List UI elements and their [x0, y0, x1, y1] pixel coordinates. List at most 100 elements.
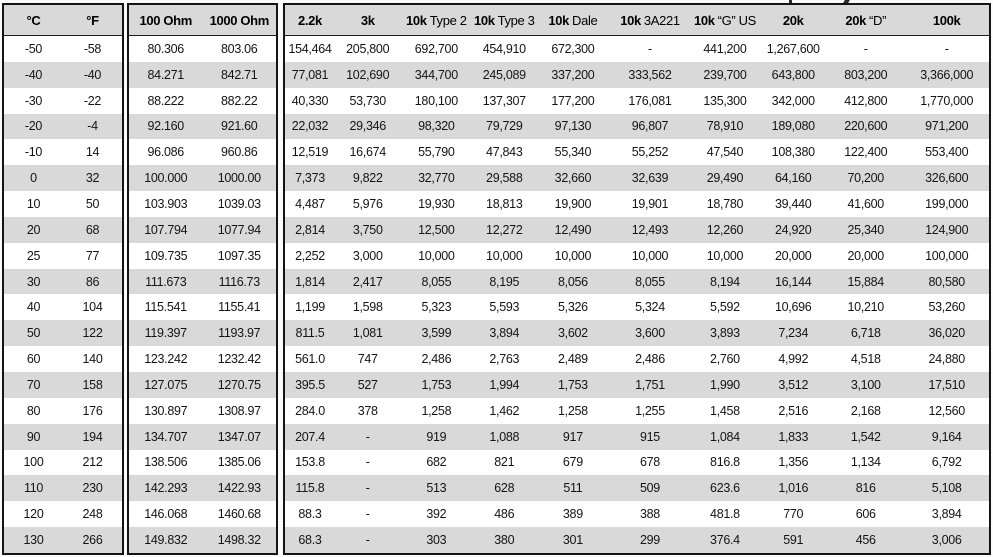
table-cell: 2,489: [558, 352, 588, 367]
table-cell: 395.5: [295, 377, 325, 392]
table-row: 138.506 1385.06: [129, 449, 276, 476]
table-cell: 1385.06: [217, 455, 261, 470]
table-cell: 456: [855, 532, 876, 547]
column-header: °C: [4, 13, 63, 28]
table-cell: 137,307: [482, 93, 526, 108]
table-cell: 12,519: [291, 145, 329, 160]
table-cell: 19,900: [554, 196, 592, 211]
table-cell: 9,164: [931, 429, 962, 444]
table-cell: 88.222: [147, 93, 185, 108]
table-cell: 245,089: [482, 67, 526, 82]
table-cell: 643,800: [771, 67, 815, 82]
table-cell: -40: [83, 67, 102, 82]
table-cell: 10,000: [631, 248, 669, 263]
table-row: 25 77: [4, 242, 122, 269]
table-cell: 158: [82, 377, 103, 392]
table-cell: 107.794: [144, 222, 188, 237]
table-cell: 14: [85, 145, 100, 160]
table-cell: 24,920: [775, 222, 812, 237]
table-cell: 55,252: [631, 145, 669, 160]
table-cell: 1,598: [352, 300, 383, 315]
table-cell: 376.4: [710, 532, 740, 547]
table-cell: -22: [83, 93, 102, 108]
table-cell: 80.306: [147, 41, 185, 56]
rtd-resistance-table-group: 100 Ohm 1000 Ohm 80.306 803.06 84.271 842.71…: [127, 3, 278, 555]
table-cell: 12,260: [706, 222, 744, 237]
table-cell: 628: [494, 481, 515, 496]
table-cell: 130.897: [144, 403, 188, 418]
table-cell: -20: [24, 119, 43, 134]
table-row: 40 104: [4, 294, 122, 321]
table-cell: 6,718: [850, 326, 881, 341]
table-cell: 4,992: [778, 352, 809, 367]
table-row: 154,464 205,800 692,700 454,910 672,300 - 441,…: [285, 36, 989, 62]
table-row: 70 158: [4, 371, 122, 398]
column-header-suffix: “D”: [869, 12, 887, 28]
table-cell: 3,100: [850, 377, 881, 392]
table-body: 80.306 803.06 84.271 842.71 88.222 882.22 92.1…: [129, 36, 276, 553]
table-cell: 79,729: [486, 119, 523, 134]
table-cell: 177,200: [551, 93, 595, 108]
table-cell: 55,340: [554, 145, 592, 160]
table-cell: 770: [783, 507, 804, 522]
column-header: 2.2k: [285, 13, 335, 28]
table-cell: 2,486: [635, 352, 665, 367]
header-row: 2.2k 3k 10k Type 2 10k Type 3 10k Dale 10k 3A221 1…: [285, 5, 989, 36]
table-cell: 98,320: [418, 119, 455, 134]
table-row: 92.160 921.60: [129, 113, 276, 140]
column-header: 100 Ohm: [129, 13, 203, 28]
table-row: 84.271 842.71: [129, 61, 276, 88]
table-cell: -: [648, 41, 652, 56]
temperature-table-group: °C °F -50 -58 -40 -40 -30 -22 -20 -4 -10 14 0 32 10 50…: [2, 3, 124, 555]
column-header-suffix: Dale: [572, 12, 598, 28]
table-cell: 3,006: [931, 532, 962, 547]
table-cell: 303: [426, 532, 447, 547]
table-cell: 2,417: [352, 274, 383, 289]
column-header: 20k “D”: [827, 13, 904, 28]
table-cell: 92.160: [147, 119, 185, 134]
table-cell: 60: [26, 352, 41, 367]
table-row: 40,330 53,730 180,100 137,307 177,200 176,081…: [285, 87, 989, 114]
table-cell: -10: [24, 145, 43, 160]
table-row: 115.541 1155.41: [129, 294, 276, 321]
table-cell: 10,210: [847, 300, 885, 315]
table-cell: 25,340: [847, 222, 885, 237]
table-cell: 239,700: [703, 67, 747, 82]
table-row: 142.293 1422.93: [129, 475, 276, 502]
table-cell: 513: [426, 481, 447, 496]
table-row: 77,081 102,690 344,700 245,089 337,200 333,56…: [285, 61, 989, 88]
table-row: 100 212: [4, 449, 122, 476]
table-row: 149.832 1498.32: [129, 527, 276, 553]
table-cell: 84.271: [147, 67, 185, 82]
table-cell: 10,000: [554, 248, 592, 263]
table-cell: 553,400: [925, 145, 969, 160]
header-row: °C °F: [4, 5, 122, 36]
table-cell: 212: [82, 455, 103, 470]
table-row: 0 32: [4, 165, 122, 192]
table-cell: 8,055: [421, 274, 452, 289]
table-row: 96.086 960.86: [129, 139, 276, 166]
table-cell: 96.086: [147, 145, 185, 160]
table-cell: 77: [85, 248, 100, 263]
column-header-bold: 20k: [782, 12, 804, 28]
table-cell: 140: [82, 352, 103, 367]
table-cell: 3,600: [635, 326, 665, 341]
table-cell: 3,599: [421, 326, 452, 341]
table-cell: 5,324: [635, 300, 665, 315]
table-row: 100.000 1000.00: [129, 165, 276, 192]
table-row: 1,199 1,598 5,323 5,593 5,326 5,324 5,592 10,69…: [285, 294, 989, 321]
table-row: 811.5 1,081 3,599 3,894 3,602 3,600 3,893 7,234…: [285, 320, 989, 347]
table-cell: 86: [85, 274, 100, 289]
table-cell: 441,200: [703, 41, 747, 56]
table-cell: 88.3: [298, 507, 322, 522]
table-cell: 816.8: [710, 455, 740, 470]
table-cell: 9,822: [352, 171, 383, 186]
table-cell: 915: [639, 429, 660, 444]
table-cell: 4,518: [850, 352, 881, 367]
table-cell: 127.075: [144, 377, 188, 392]
table-cell: 12,493: [631, 222, 669, 237]
column-header-bold: 10k: [473, 12, 495, 28]
table-cell: 6,792: [931, 455, 962, 470]
table-row: -50 -58: [4, 36, 122, 62]
table-cell: 10,000: [706, 248, 744, 263]
